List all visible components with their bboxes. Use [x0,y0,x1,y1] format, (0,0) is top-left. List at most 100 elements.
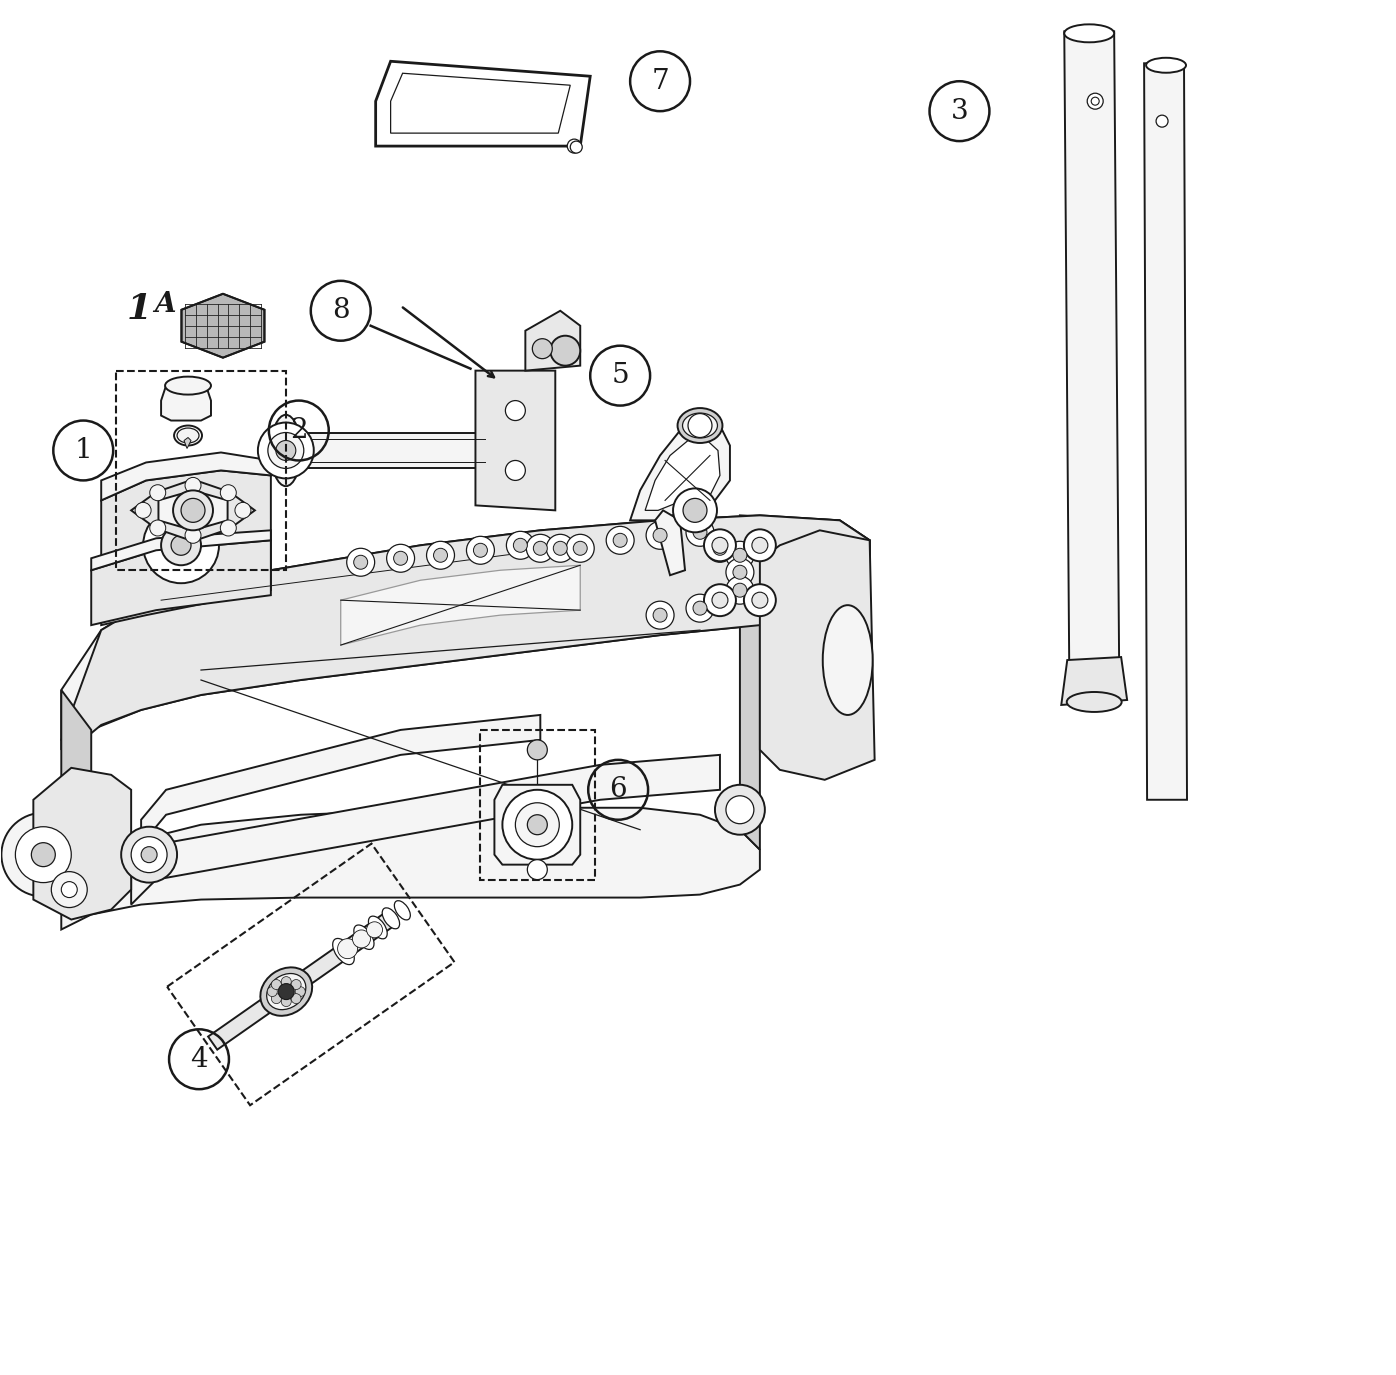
Circle shape [646,601,674,630]
Circle shape [503,789,572,859]
Circle shape [528,859,547,880]
Ellipse shape [174,425,202,446]
Circle shape [161,525,201,565]
Circle shape [744,529,776,561]
Polygon shape [208,910,396,1049]
Circle shape [692,601,706,615]
Circle shape [473,543,487,557]
Polygon shape [376,62,591,146]
Circle shape [267,987,278,997]
Bar [480,730,595,880]
Circle shape [514,538,528,553]
Circle shape [653,528,667,542]
Polygon shape [61,690,91,899]
Circle shape [268,433,304,469]
Circle shape [271,994,282,1004]
Circle shape [733,549,747,562]
Polygon shape [391,73,570,133]
Polygon shape [476,371,556,510]
Circle shape [352,930,370,947]
Text: 1: 1 [127,292,152,326]
Circle shape [688,414,712,437]
Circle shape [278,983,295,1000]
Text: 7: 7 [651,67,669,95]
Circle shape [427,542,455,569]
Ellipse shape [1146,58,1187,73]
Polygon shape [131,755,720,905]
Circle shape [31,843,56,866]
Circle shape [434,549,448,562]
Text: 2: 2 [290,417,307,444]
Circle shape [144,507,219,583]
Polygon shape [91,531,271,571]
Circle shape [733,565,747,579]
Circle shape [713,593,727,608]
Circle shape [704,584,736,616]
Ellipse shape [165,377,211,395]
Circle shape [235,502,251,518]
Ellipse shape [683,412,718,439]
Circle shape [606,527,634,554]
Ellipse shape [177,428,200,443]
Circle shape [346,549,374,576]
Polygon shape [1064,32,1120,668]
Polygon shape [740,516,870,850]
Circle shape [387,544,415,572]
Circle shape [515,803,560,847]
Circle shape [1,813,85,897]
Ellipse shape [1067,692,1121,712]
Circle shape [550,336,581,366]
Circle shape [141,847,158,862]
Ellipse shape [260,968,313,1016]
Polygon shape [101,452,271,500]
Circle shape [715,785,765,835]
Polygon shape [759,531,875,780]
Polygon shape [341,565,581,645]
Ellipse shape [394,901,410,920]
Circle shape [685,594,713,622]
Circle shape [744,584,776,616]
Circle shape [295,987,306,997]
Circle shape [533,542,547,556]
Text: 6: 6 [609,777,627,803]
Circle shape [546,535,574,562]
Circle shape [186,528,201,543]
Polygon shape [61,516,870,749]
Circle shape [712,538,727,553]
Text: A: A [155,292,176,318]
Circle shape [271,979,282,990]
Polygon shape [286,433,486,469]
Polygon shape [131,480,255,542]
Circle shape [507,531,535,560]
Circle shape [505,400,525,421]
Circle shape [712,593,727,608]
Ellipse shape [369,916,387,939]
Circle shape [276,440,296,461]
Circle shape [726,576,754,604]
Polygon shape [34,767,131,920]
Circle shape [281,976,292,987]
Circle shape [692,525,706,539]
Circle shape [733,583,747,597]
Circle shape [528,815,547,835]
Circle shape [292,994,302,1004]
Circle shape [1087,94,1103,109]
Circle shape [553,542,567,556]
Circle shape [726,796,754,824]
Circle shape [258,422,314,478]
Polygon shape [184,437,191,448]
Text: 3: 3 [951,98,969,125]
Circle shape [281,997,292,1006]
Polygon shape [61,807,759,930]
Circle shape [526,535,554,562]
Circle shape [713,542,727,556]
Polygon shape [494,785,581,865]
Polygon shape [630,421,730,520]
Polygon shape [61,516,870,749]
Text: 8: 8 [332,297,349,324]
Circle shape [221,520,236,536]
Circle shape [726,542,754,569]
Circle shape [181,498,205,522]
Circle shape [752,593,768,608]
Text: 1: 1 [74,437,92,463]
